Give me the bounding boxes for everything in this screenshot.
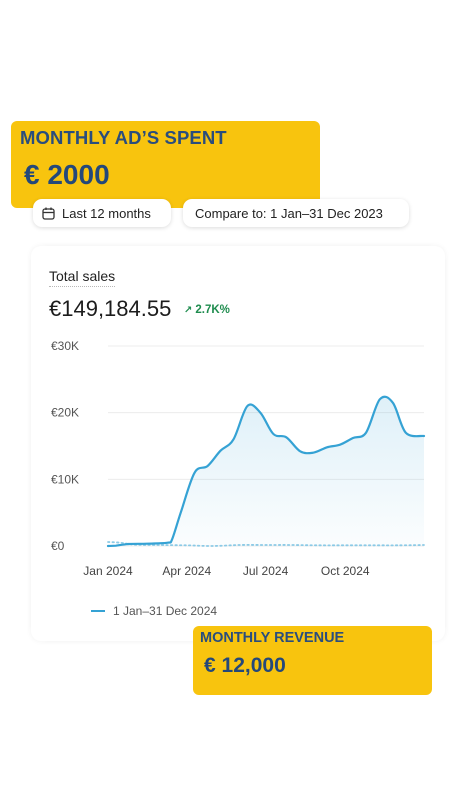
- compare-period-label: Compare to: 1 Jan–31 Dec 2023: [195, 205, 383, 221]
- x-tick-label: Oct 2024: [321, 564, 370, 578]
- growth-badge: ↗ 2.7K%: [184, 304, 230, 316]
- revenue-callout: MONTHLY REVENUE € 12,000: [193, 626, 432, 695]
- series-line-current: [106, 395, 426, 548]
- y-tick-label: €10K: [51, 472, 79, 486]
- series-area: [108, 396, 424, 546]
- ad-spend-value: € 2000: [24, 159, 110, 190]
- revenue-value: € 12,000: [204, 654, 286, 677]
- legend-label: 1 Jan–31 Dec 2024: [113, 604, 218, 618]
- growth-value: 2.7K%: [195, 304, 230, 316]
- y-tick-label: €0: [51, 539, 65, 553]
- y-tick-label: €30K: [51, 339, 79, 353]
- total-sales-value: €149,184.55: [49, 296, 172, 321]
- y-tick-label: €20K: [51, 406, 79, 420]
- revenue-label: MONTHLY REVENUE: [200, 630, 345, 646]
- calendar-icon: [42, 207, 55, 220]
- date-range-button[interactable]: Last 12 months: [33, 199, 171, 227]
- x-tick-label: Jan 2024: [83, 564, 133, 578]
- arrow-up-right-icon: ↗: [184, 305, 193, 316]
- compare-period-button[interactable]: Compare to: 1 Jan–31 Dec 2023: [183, 199, 409, 227]
- card-title[interactable]: Total sales: [49, 268, 116, 287]
- x-tick-label: Jul 2024: [243, 564, 289, 578]
- date-range-label: Last 12 months: [62, 205, 151, 221]
- ad-spend-label: MONTHLY AD’S SPENT: [20, 127, 227, 148]
- chart-legend: 1 Jan–31 Dec 2024: [91, 604, 217, 618]
- ad-spend-callout: MONTHLY AD’S SPENT € 2000: [11, 121, 320, 208]
- x-tick-label: Apr 2024: [162, 564, 211, 578]
- legend-swatch: [91, 610, 105, 612]
